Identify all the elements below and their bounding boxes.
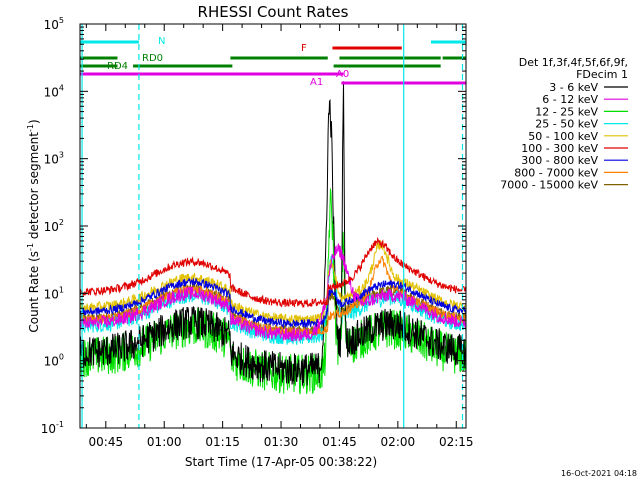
legend-label: 7000 - 15000 keV: [500, 179, 598, 192]
legend-label: 25 - 50 keV: [535, 118, 598, 131]
series-line: [79, 243, 467, 342]
flag-label: A0: [336, 69, 349, 80]
y-tick-label: 101: [44, 285, 64, 301]
y-tick-label: 100: [44, 353, 64, 369]
x-tick-label: 01:15: [205, 435, 240, 449]
series-line: [79, 277, 467, 329]
legend-header: FDecim 1: [576, 68, 628, 81]
legend-label: 300 - 800 keV: [521, 154, 598, 167]
y-tick-label: 102: [44, 218, 64, 234]
x-tick-label: 01:30: [264, 435, 299, 449]
y-tick-label: 103: [44, 151, 64, 167]
legend-label: 6 - 12 keV: [542, 93, 598, 106]
y-tick-label: 10-1: [41, 420, 64, 436]
x-axis: 00:45 01:00 01:15 01:30 01:45 02:00 02:15: [85, 24, 474, 449]
flag-label: RD0: [142, 53, 163, 64]
footer-date: 16-Oct-2021 04:18: [561, 469, 637, 478]
chart-title: RHESSI Count Rates: [198, 3, 349, 21]
legend-label: 800 - 7000 keV: [514, 166, 598, 179]
y-tick-label: 105: [44, 16, 64, 32]
legend-header: Det 1f,3f,4f,5f,6f,9f,: [519, 56, 628, 69]
series-line: [79, 236, 467, 309]
x-tick-label: 02:15: [439, 435, 474, 449]
y-axis: 10-1 100 101 102 103 104 105: [41, 16, 466, 436]
x-tick-label: 01:45: [322, 435, 357, 449]
x-axis-label: Start Time (17-Apr-05 00:38:22): [185, 455, 377, 469]
legend-label: 3 - 6 keV: [549, 81, 598, 94]
x-tick-label: 01:00: [147, 435, 182, 449]
y-axis-label: Count Rate (s-1 detector segment-1): [26, 119, 41, 332]
y-tick-label: 104: [44, 83, 64, 99]
series-line: [79, 81, 467, 386]
legend: Det 1f,3f,4f,5f,6f,9f,FDecim 13 - 6 keV6…: [500, 56, 628, 192]
legend-label: 100 - 300 keV: [521, 142, 598, 155]
series-lines: [79, 81, 467, 395]
x-tick-label: 00:45: [89, 435, 124, 449]
x-tick-label: 02:00: [381, 435, 416, 449]
flag-label: A1: [310, 77, 323, 88]
flag-label: N: [158, 36, 165, 47]
legend-label: 50 - 100 keV: [528, 130, 598, 143]
flag-label: RD4: [107, 61, 128, 72]
legend-label: 12 - 25 keV: [535, 105, 598, 118]
flag-label: F: [301, 43, 307, 54]
